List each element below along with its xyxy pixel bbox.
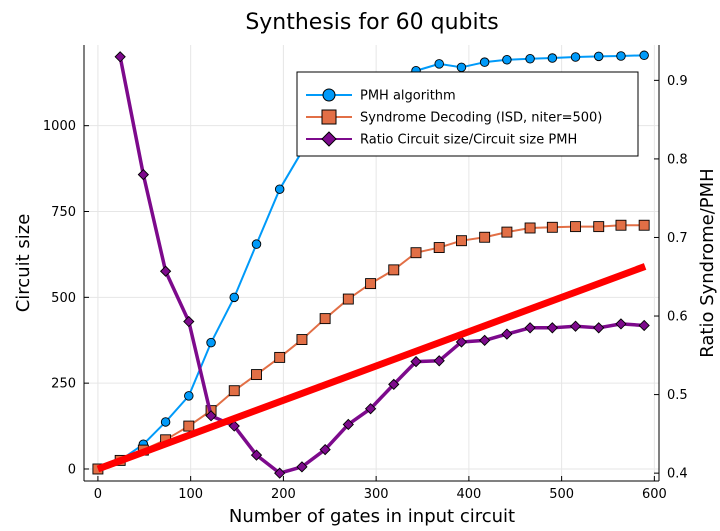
y-tick-label: 250 [51, 377, 76, 392]
data-point-1 [274, 351, 286, 363]
data-point-0 [547, 53, 558, 63]
legend-label-2: Ratio Circuit size/Circuit size PMH [360, 133, 577, 148]
data-point-2 [274, 467, 286, 479]
x-tick-label: 0 [94, 487, 102, 502]
y-right-tick-label: 0.4 [667, 467, 688, 482]
y-tick-label: 0 [68, 462, 76, 477]
data-point-1 [433, 242, 445, 254]
data-point-0 [434, 59, 444, 69]
chart-title: Synthesis for 60 qubits [245, 10, 498, 35]
data-point-0 [184, 391, 194, 401]
data-point-2 [638, 319, 650, 332]
data-point-2 [342, 418, 354, 431]
legend-label-0: PMH algorithm [360, 89, 456, 104]
data-point-1 [183, 420, 195, 432]
y-right-tick-label: 0.8 [667, 152, 688, 167]
data-point-2 [433, 355, 445, 367]
data-point-1 [410, 247, 422, 259]
data-point-2 [569, 320, 582, 332]
data-point-2 [319, 443, 331, 456]
x-tick-label: 600 [642, 487, 667, 502]
data-point-1 [342, 293, 354, 305]
data-point-2 [250, 449, 263, 461]
legend-marker-1 [321, 109, 337, 125]
y-axis-right-label: Ratio Syndrome/PMH [697, 168, 718, 357]
data-point-1 [388, 264, 400, 276]
data-point-0 [251, 239, 262, 249]
data-point-2 [114, 51, 126, 63]
data-point-1 [456, 235, 467, 247]
data-point-2 [524, 322, 536, 334]
data-point-0 [160, 417, 171, 427]
series-3 [96, 263, 647, 473]
data-point-2 [593, 322, 605, 334]
legend-label-1: Syndrome Decoding (ISD, niter=500) [360, 111, 602, 126]
reference-line [96, 263, 647, 473]
data-point-1 [524, 222, 536, 234]
x-tick-label: 500 [549, 487, 574, 502]
data-point-1 [479, 231, 491, 243]
data-point-2 [137, 168, 149, 181]
data-point-1 [228, 385, 240, 397]
data-point-2 [364, 403, 377, 415]
y-tick-label: 500 [51, 291, 76, 306]
legend-marker-0 [322, 88, 336, 102]
x-tick-label: 100 [178, 487, 203, 502]
data-point-2 [388, 378, 400, 391]
data-point-2 [205, 410, 217, 422]
axes: 0 100 200 300 400 500 600 0 250 500 750 1000 0.4 0.5 0… [43, 45, 688, 502]
data-point-2 [479, 334, 491, 347]
series-2 [114, 51, 650, 479]
data-point-2 [410, 355, 422, 368]
data-point-0 [456, 62, 467, 73]
data-point-1 [319, 313, 331, 325]
legend: PMH algorithm Syndrome Decoding (ISD, nit… [296, 71, 639, 157]
data-point-1 [615, 219, 627, 231]
x-axis-label: Number of gates in input circuit [229, 506, 515, 527]
data-point-2 [183, 315, 195, 328]
data-point-2 [455, 336, 468, 348]
data-point-0 [616, 51, 626, 61]
data-point-2 [501, 328, 513, 340]
y-right-tick-label: 0.7 [667, 231, 688, 246]
y-right-tick-label: 0.5 [667, 388, 688, 403]
series-layer [92, 50, 650, 479]
y-tick-label: 750 [51, 205, 76, 220]
data-point-1 [546, 221, 558, 233]
data-point-0 [206, 337, 216, 348]
legend-marker-2 [321, 131, 337, 147]
data-point-1 [593, 221, 605, 233]
y-right-tick-label: 0.6 [667, 310, 688, 325]
data-point-1 [296, 334, 308, 346]
y-right-tick-label: 0.9 [667, 74, 688, 89]
x-tick-label: 300 [364, 487, 389, 502]
data-point-1 [365, 278, 377, 290]
x-tick-label: 400 [456, 487, 481, 502]
data-point-1 [251, 369, 262, 381]
data-point-1 [501, 226, 513, 238]
x-tick-label: 200 [271, 487, 296, 502]
data-point-0 [570, 52, 581, 62]
data-point-0 [479, 57, 490, 67]
data-point-1 [570, 221, 581, 233]
data-point-0 [502, 55, 512, 65]
data-point-2 [159, 265, 172, 277]
data-point-2 [615, 318, 627, 330]
data-point-0 [639, 50, 649, 61]
data-point-2 [296, 461, 308, 473]
data-point-2 [546, 322, 558, 334]
legend-box [296, 71, 639, 157]
data-point-2 [228, 420, 240, 432]
y-tick-label: 1000 [43, 119, 76, 134]
data-point-0 [593, 51, 604, 62]
data-point-0 [525, 53, 535, 64]
y-axis-label: Circuit size [13, 214, 34, 313]
data-point-1 [638, 219, 650, 231]
data-point-0 [229, 292, 239, 303]
data-point-0 [274, 184, 285, 194]
